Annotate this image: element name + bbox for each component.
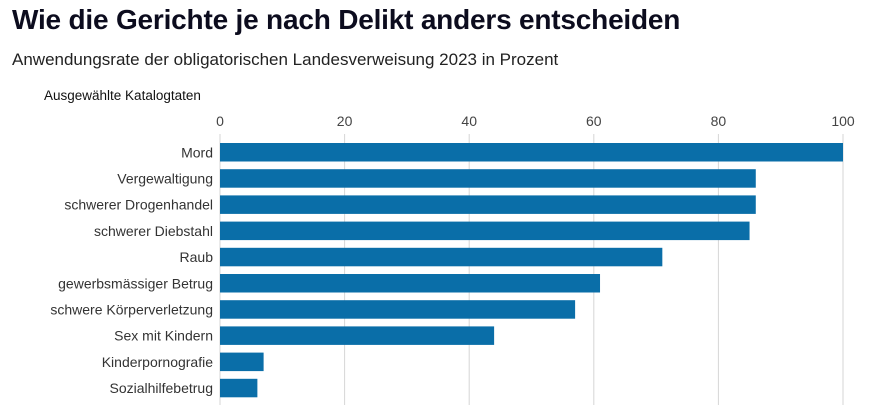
- bar: [220, 300, 576, 319]
- bars: [220, 143, 843, 398]
- bar: [220, 221, 750, 241]
- x-tick-label: 40: [461, 113, 477, 129]
- category-label: Sex mit Kindern: [114, 328, 213, 344]
- category-axis-header: Ausgewählte Katalogtaten: [44, 88, 201, 103]
- category-label: schwerer Drogenhandel: [64, 197, 213, 213]
- x-tick-label: 100: [831, 113, 855, 129]
- category-label: Kinderpornografie: [102, 354, 214, 370]
- chart-title: Wie die Gerichte je nach Delikt anders e…: [12, 4, 681, 35]
- bar: [220, 195, 756, 214]
- bar: [220, 143, 843, 162]
- bar: [220, 247, 663, 267]
- bar: [220, 352, 264, 372]
- bar: [220, 274, 601, 293]
- category-label: schwerer Diebstahl: [94, 223, 213, 239]
- bar: [220, 326, 495, 345]
- category-label: gewerbsmässiger Betrug: [58, 275, 213, 291]
- x-tick-label: 0: [216, 113, 224, 129]
- category-label: Sozialhilfebetrug: [109, 380, 213, 396]
- category-label: schwere Körperverletzung: [50, 301, 213, 317]
- bar: [220, 169, 756, 188]
- category-labels: Mord Vergewaltigung schwerer Drogenhandel s…: [50, 144, 213, 396]
- category-label: Mord: [181, 144, 213, 160]
- chart-subtitle: Anwendungsrate der obligatorischen Lande…: [12, 50, 559, 69]
- x-tick-label: 60: [586, 113, 602, 129]
- bar: [220, 378, 258, 398]
- x-tick-label: 80: [711, 113, 727, 129]
- category-label: Vergewaltigung: [117, 170, 213, 186]
- x-axis-ticks: 0 20 40 60 80 100: [216, 113, 855, 129]
- x-tick-label: 20: [337, 113, 353, 129]
- category-label: Raub: [180, 249, 214, 265]
